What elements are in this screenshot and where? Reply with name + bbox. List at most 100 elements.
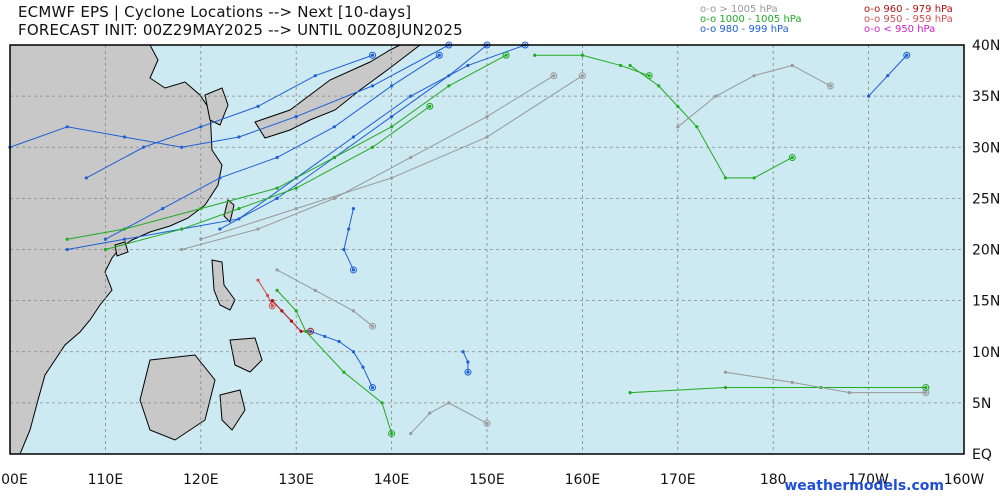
track-point <box>390 431 394 436</box>
track-point <box>342 247 346 252</box>
track-point <box>275 155 279 160</box>
track-point <box>332 155 336 160</box>
track-point <box>628 63 632 68</box>
luzon <box>211 259 236 311</box>
legend-item-980-999: o-o 980 - 999 hPa <box>700 24 789 35</box>
track-point <box>122 135 127 139</box>
track-end-marker <box>922 389 930 397</box>
track-point <box>299 329 303 333</box>
track-point <box>647 74 651 78</box>
track-point <box>256 227 260 231</box>
legend-item-950-959: o-o 950 - 959 hPa <box>864 14 953 25</box>
x-tick-label: 160E <box>565 472 601 488</box>
track-point <box>294 186 298 190</box>
track-end-marker <box>922 384 930 392</box>
track-line <box>219 44 488 230</box>
track-point <box>199 237 203 241</box>
track-point <box>504 53 508 57</box>
y-tick-label: 25N <box>972 191 1000 207</box>
y-tick-label: 15N <box>972 294 1000 310</box>
x-tick-label: 180 <box>760 472 787 488</box>
track-point <box>294 207 298 211</box>
track-point <box>409 155 413 160</box>
track-line <box>86 54 373 179</box>
x-tick-label: 160W <box>944 472 985 488</box>
sulawesi <box>219 389 246 431</box>
track-point <box>790 155 794 160</box>
track-point <box>275 288 279 292</box>
track-line <box>67 54 507 240</box>
track-point <box>533 53 537 57</box>
track-point <box>347 227 351 231</box>
track-point <box>485 135 489 139</box>
track-end-marker <box>268 302 276 310</box>
track-point <box>84 176 88 180</box>
track-line <box>310 330 373 388</box>
track-point <box>103 247 107 252</box>
track-point <box>752 74 756 78</box>
track-point <box>199 207 203 211</box>
track-point <box>676 104 680 108</box>
track-point <box>265 293 270 298</box>
track-point <box>294 114 298 119</box>
hainan <box>114 241 129 257</box>
track-end-marker <box>349 266 357 274</box>
track-point <box>256 104 260 108</box>
track-point <box>447 401 451 405</box>
longitude-ticks: 100E 110E 120E 130E 140E 150E 160E 170E 180 170W 1… <box>0 472 984 488</box>
cyclone-tracks <box>8 41 930 438</box>
borneo <box>139 354 216 441</box>
track-point <box>447 74 451 78</box>
track-point <box>428 411 432 415</box>
taiwan <box>223 199 235 223</box>
y-tick-label: 30N <box>972 140 1000 156</box>
y-tick-label: 40N <box>972 38 1000 54</box>
track-point <box>65 237 69 241</box>
track-end-marker <box>369 384 377 392</box>
track-point <box>65 125 69 129</box>
track-point <box>275 186 279 190</box>
y-tick-label: 10N <box>972 345 1000 361</box>
track-point <box>218 176 222 180</box>
track-point <box>361 365 365 369</box>
track-point <box>447 84 451 88</box>
track-point <box>461 350 465 354</box>
track-line <box>181 75 555 250</box>
x-tick-label: 170W <box>848 472 889 488</box>
track-point <box>657 84 661 88</box>
track-point <box>723 176 728 180</box>
track-point <box>380 401 384 405</box>
track-end-marker <box>578 72 586 80</box>
track-point <box>337 339 341 344</box>
track-line <box>534 54 650 77</box>
track-point <box>867 94 871 98</box>
track-end-marker <box>903 51 911 59</box>
track-point <box>103 237 107 241</box>
y-tick-label: EQ <box>972 447 992 463</box>
track-point <box>485 421 489 425</box>
track-point <box>308 329 313 333</box>
track-point <box>790 380 794 385</box>
track-point <box>313 74 317 78</box>
land-masses <box>9 44 422 455</box>
track-point <box>695 125 699 129</box>
track-point <box>552 74 556 78</box>
track-point <box>351 268 356 272</box>
track-line <box>630 387 926 394</box>
track-point <box>332 125 336 129</box>
track-point <box>342 370 346 374</box>
track-point <box>676 125 680 129</box>
track-point <box>275 268 279 272</box>
track-point <box>905 53 909 57</box>
track-end-marker <box>435 51 443 59</box>
track-point <box>304 329 308 333</box>
track-point <box>580 74 585 78</box>
track-end-marker <box>645 72 653 80</box>
track-line <box>343 208 354 271</box>
track-line <box>105 105 431 250</box>
track-point <box>237 207 241 211</box>
track-line <box>9 44 450 148</box>
track-point <box>723 385 728 390</box>
track-point <box>390 176 394 180</box>
track-point <box>180 145 184 149</box>
